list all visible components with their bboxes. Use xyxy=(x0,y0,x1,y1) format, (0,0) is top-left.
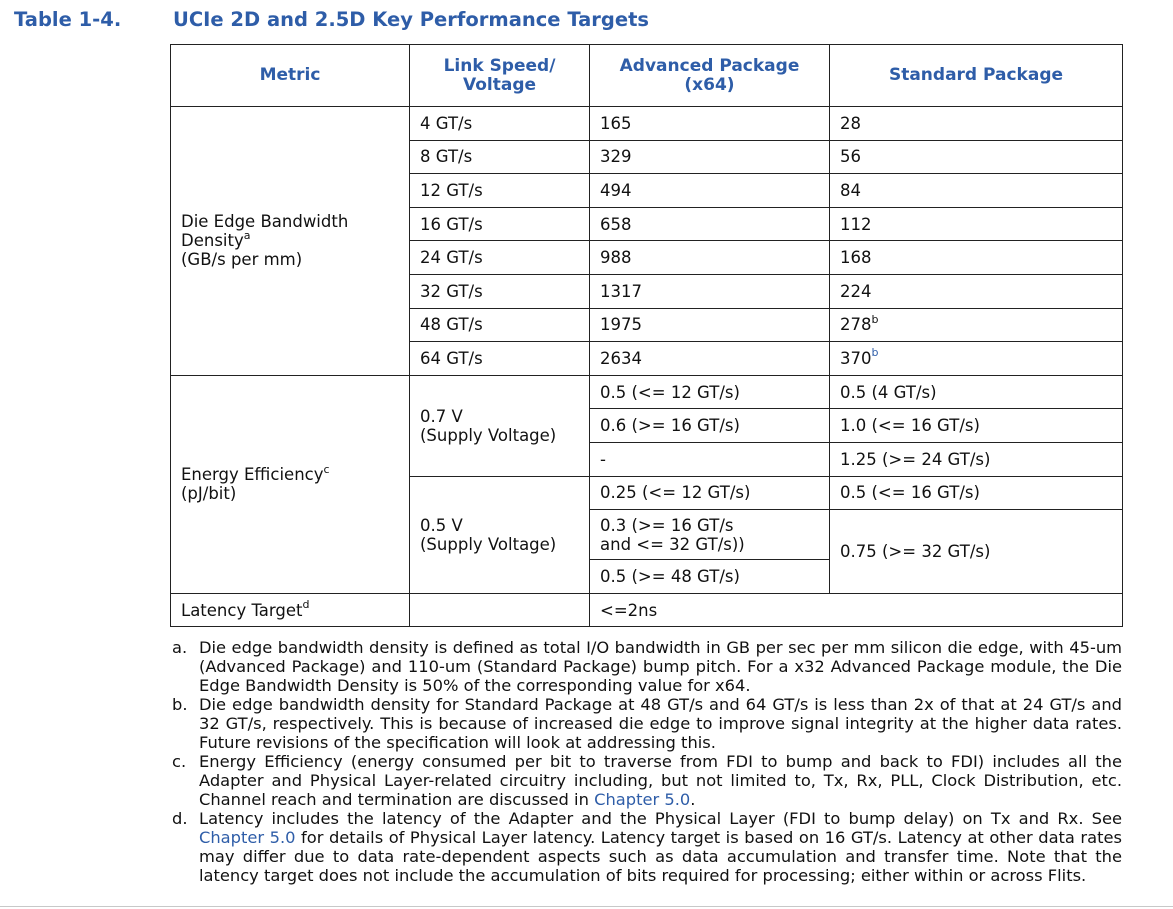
performance-targets-table: Metric Link Speed/Voltage Advanced Packa… xyxy=(170,44,1123,628)
cell-speed: 4 GT/s xyxy=(409,106,590,141)
cell-standard: 1.25 (>= 24 GT/s) xyxy=(829,441,1123,477)
cell-standard: 1.0 (<= 16 GT/s) xyxy=(829,408,1123,443)
cell-advanced: 165 xyxy=(589,106,830,141)
header-advanced-package: Advanced Package (x64) xyxy=(589,44,830,107)
cell-standard: 84 xyxy=(829,173,1123,208)
page-divider xyxy=(0,906,1173,907)
table-row: Latency Targetd <=2ns xyxy=(170,592,1123,628)
chapter-link[interactable]: Chapter 5.0 xyxy=(594,790,691,809)
table-row: 16 GT/s 658 112 xyxy=(171,206,1123,242)
cell-standard: 370b xyxy=(829,341,1123,376)
cell-speed: 48 GT/s xyxy=(409,307,590,343)
footnote-a: a. Die edge bandwidth density is defined… xyxy=(172,638,1122,695)
cell-speed: 12 GT/s xyxy=(409,173,590,208)
table-row: 64 GT/s 2634 370b xyxy=(171,341,1123,376)
footnote-c: c. Energy Efficiency (energy consumed pe… xyxy=(172,752,1122,809)
cell-speed: 32 GT/s xyxy=(409,273,590,309)
cell-standard: 28 xyxy=(829,106,1123,141)
table-row: Die Edge Bandwidth Densitya (GB/s per mm) … xyxy=(170,106,1123,376)
header-metric: Metric xyxy=(170,44,410,107)
cell-advanced: 0.5 (<= 12 GT/s) xyxy=(589,374,830,410)
cell-standard: 278b xyxy=(829,307,1123,343)
voltage-05-label: 0.5 V (Supply Voltage) xyxy=(409,475,590,594)
bandwidth-metric-label: Die Edge Bandwidth Densitya (GB/s per mm) xyxy=(170,106,410,376)
cell-advanced: 658 xyxy=(589,206,830,242)
footnote-ref: d xyxy=(302,598,310,612)
cell-advanced: 0.25 (<= 12 GT/s) xyxy=(589,475,830,511)
cell-standard: 168 xyxy=(829,240,1123,275)
cell-advanced: 1317 xyxy=(589,273,830,309)
cell-standard: 56 xyxy=(829,139,1123,175)
cell-latency-value: <=2ns xyxy=(589,592,1123,628)
table-row: 0.5 V (Supply Voltage) 0.25 (<= 12 GT/s) … xyxy=(171,475,1123,594)
table-row: 0.5 (>= 48 GT/s) xyxy=(171,559,1123,594)
cell-speed: 8 GT/s xyxy=(409,139,590,175)
footnote-ref: a xyxy=(243,228,251,242)
table-row: 48 GT/s 1975 278b xyxy=(171,307,1123,343)
table-row: 0.3 (>= 16 GT/s and <= 32 GT/s)) 0.75 (>=… xyxy=(171,509,1123,594)
energy-metric-label: Energy Efficiencyc (pJ/bit) xyxy=(170,374,410,594)
cell-standard: 0.5 (<= 16 GT/s) xyxy=(829,475,1123,511)
table-row: 12 GT/s 494 84 xyxy=(171,173,1123,208)
table-caption: Table 1-4. UCIe 2D and 2.5D Key Performa… xyxy=(14,8,1163,36)
cell-speed: 64 GT/s xyxy=(409,341,590,376)
table-title: UCIe 2D and 2.5D Key Performance Targets xyxy=(173,8,649,31)
header-row: Metric Link Speed/Voltage Advanced Packa… xyxy=(170,44,1123,107)
cell-advanced: 494 xyxy=(589,173,830,208)
footnote-ref: b xyxy=(871,312,879,326)
cell-advanced: 2634 xyxy=(589,341,830,376)
table-row: 8 GT/s 329 56 xyxy=(171,139,1123,175)
cell-standard: 0.5 (4 GT/s) xyxy=(829,374,1123,410)
cell-advanced: 0.3 (>= 16 GT/s and <= 32 GT/s)) xyxy=(589,509,830,561)
table-row: Energy Efficiencyc (pJ/bit) 0.7 V (Supply … xyxy=(170,374,1123,594)
footnote-ref: c xyxy=(323,462,330,476)
cell-standard: 112 xyxy=(829,206,1123,242)
chapter-link[interactable]: Chapter 5.0 xyxy=(199,828,296,847)
header-standard-package: Standard Package xyxy=(829,44,1123,107)
cell-speed: 24 GT/s xyxy=(409,240,590,275)
cell-advanced: 1975 xyxy=(589,307,830,343)
footnotes: a. Die edge bandwidth density is defined… xyxy=(172,638,1122,885)
table-row: 24 GT/s 988 168 xyxy=(171,240,1123,275)
latency-metric-label: Latency Targetd xyxy=(170,592,410,628)
cell-speed xyxy=(409,592,590,628)
cell-advanced: 0.6 (>= 16 GT/s) xyxy=(589,408,830,443)
cell-standard: 224 xyxy=(829,273,1123,309)
table-row: 32 GT/s 1317 224 xyxy=(171,273,1123,309)
footnote-ref: b xyxy=(871,346,879,360)
cell-standard: 0.75 (>= 32 GT/s) xyxy=(829,509,1123,594)
table-row: - 1.25 (>= 24 GT/s) xyxy=(171,441,1123,477)
voltage-07-label: 0.7 V (Supply Voltage) xyxy=(409,374,590,477)
cell-advanced: 988 xyxy=(589,240,830,275)
cell-advanced: - xyxy=(589,441,830,477)
table-number: Table 1-4. xyxy=(14,8,122,31)
table-row: 0.6 (>= 16 GT/s) 1.0 (<= 16 GT/s) xyxy=(171,408,1123,443)
header-link-speed: Link Speed/Voltage xyxy=(409,44,590,107)
cell-advanced: 329 xyxy=(589,139,830,175)
cell-speed: 16 GT/s xyxy=(409,206,590,242)
footnote-d: d. Latency includes the latency of the A… xyxy=(172,809,1122,885)
footnote-b: b. Die edge bandwidth density for Standa… xyxy=(172,695,1122,752)
cell-advanced: 0.5 (>= 48 GT/s) xyxy=(589,559,830,594)
